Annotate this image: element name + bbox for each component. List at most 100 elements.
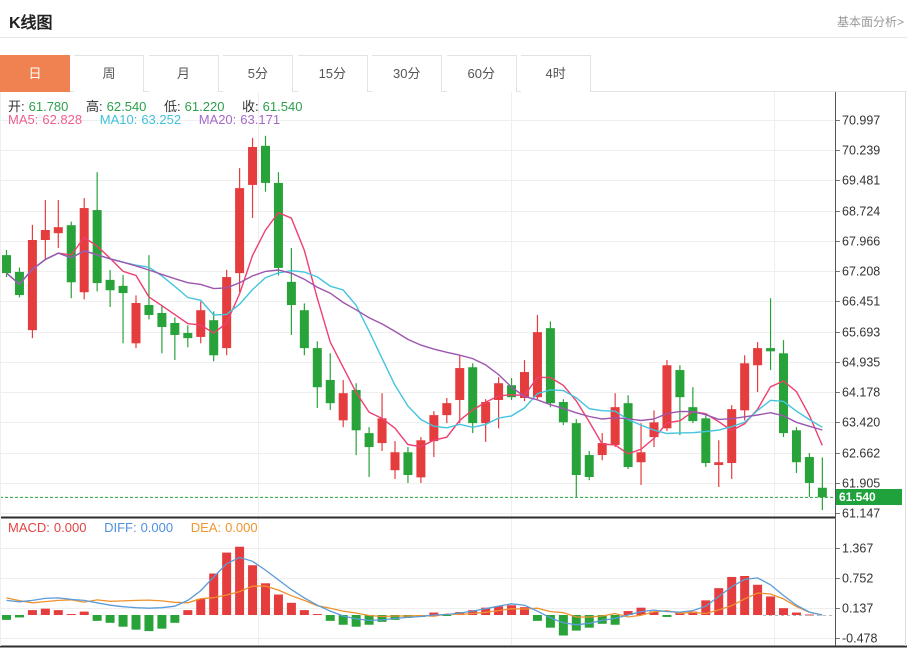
macd-label: MACD: (8, 520, 50, 535)
candle (584, 451, 594, 481)
ma-legend: MA5: 62.828 MA10: 63.252 MA20: 63.171 (8, 112, 284, 127)
macd-bar (261, 583, 270, 615)
candle (157, 305, 167, 354)
candle (286, 247, 296, 335)
candle (455, 355, 465, 424)
macd-bar (170, 615, 180, 623)
macd-bar (27, 610, 37, 615)
open-label: 开: (8, 99, 25, 114)
y-axis: 70.997 70.239 69.481 68.724 67.966 67.208 66.4… (835, 114, 880, 646)
macd-bar (66, 614, 76, 616)
macd-bar (325, 615, 335, 621)
candle (442, 397, 452, 424)
macd-bar (779, 608, 788, 615)
period-tab-bar: 日 周 月 5分 15分 30分 60分 4时 (0, 55, 907, 92)
y-axis-label: 61.905 (842, 477, 880, 491)
y-axis-label: 70.997 (842, 114, 880, 128)
macd-bar (183, 610, 193, 615)
macd-bar (571, 615, 581, 631)
candle (235, 168, 245, 293)
candle (325, 353, 335, 410)
macd-bar (196, 598, 206, 615)
candle (40, 200, 50, 260)
tab-day[interactable]: 日 (0, 55, 70, 92)
candle (403, 447, 413, 483)
y-axis-label: 68.724 (842, 205, 880, 219)
macd-bar (766, 596, 776, 615)
macd-bar (688, 611, 698, 615)
macd-bar (2, 615, 11, 620)
y-axis-label: 65.693 (842, 326, 880, 340)
candle (2, 249, 11, 278)
tab-5min[interactable]: 5分 (223, 55, 294, 92)
dea-line (6, 585, 823, 618)
low-value: 61.220 (184, 99, 225, 114)
candle (118, 275, 128, 344)
candle (507, 378, 517, 400)
macd-axis-label: -0.478 (842, 632, 877, 646)
tab-30min[interactable]: 30分 (372, 55, 443, 92)
macd-bar (610, 615, 620, 625)
macd-histogram (2, 546, 814, 636)
candle (766, 298, 776, 371)
macd-bar (157, 615, 167, 629)
macd-bar (429, 612, 439, 615)
open-value: 61.780 (28, 99, 69, 114)
high-label: 高: (86, 99, 103, 114)
y-axis-label: 69.481 (842, 174, 880, 188)
ma20-label: MA20: (198, 112, 237, 127)
macd-bar (286, 602, 296, 615)
candle (817, 457, 827, 511)
candle (312, 341, 322, 408)
macd-axis-label: 0.137 (842, 602, 873, 616)
macd-bar (118, 615, 128, 627)
macd-bar (131, 615, 141, 630)
candle (14, 267, 24, 298)
candle (662, 360, 672, 432)
candle (105, 269, 115, 308)
y-axis-label: 62.662 (842, 447, 880, 461)
y-axis-label: 67.966 (842, 235, 880, 249)
macd-bar (53, 610, 63, 615)
macd-bar (597, 615, 607, 624)
y-axis-label: 66.451 (842, 295, 880, 309)
candle (92, 172, 102, 292)
fundamental-analysis-link[interactable]: 基本面分析> (836, 15, 904, 29)
tab-60min[interactable]: 60分 (446, 55, 517, 92)
dea-value: 0.000 (225, 520, 258, 535)
macd-bar (584, 615, 594, 628)
tab-week[interactable]: 周 (74, 55, 145, 92)
candle (351, 383, 361, 456)
candle (273, 172, 283, 276)
macd-bar (273, 594, 283, 615)
candle (377, 393, 387, 452)
macd-bar (312, 614, 322, 616)
candle (558, 399, 568, 426)
candle (66, 221, 76, 299)
pane-borders (0, 92, 907, 648)
candle (688, 387, 698, 424)
candle (299, 303, 309, 356)
macd-bar (740, 575, 750, 615)
macd-bar (791, 612, 801, 615)
tab-4hour[interactable]: 4时 (521, 55, 592, 92)
ma20-line (6, 250, 823, 431)
close-label: 收: (242, 99, 259, 114)
y-axis-label: 64.178 (842, 386, 880, 400)
y-axis-label: 67.208 (842, 265, 880, 279)
macd-bar (727, 576, 737, 615)
macd-bar (662, 615, 672, 617)
gridlines (0, 92, 835, 645)
tab-month[interactable]: 月 (148, 55, 219, 92)
candle (144, 255, 154, 320)
candle (53, 200, 63, 248)
candle (791, 427, 801, 473)
candle (248, 137, 258, 219)
macd-bar (390, 615, 400, 620)
macd-bar (209, 573, 219, 615)
macd-bar (753, 584, 763, 615)
macd-bar (105, 615, 115, 623)
tab-15min[interactable]: 15分 (297, 55, 368, 92)
y-axis-label: 64.935 (842, 356, 880, 370)
